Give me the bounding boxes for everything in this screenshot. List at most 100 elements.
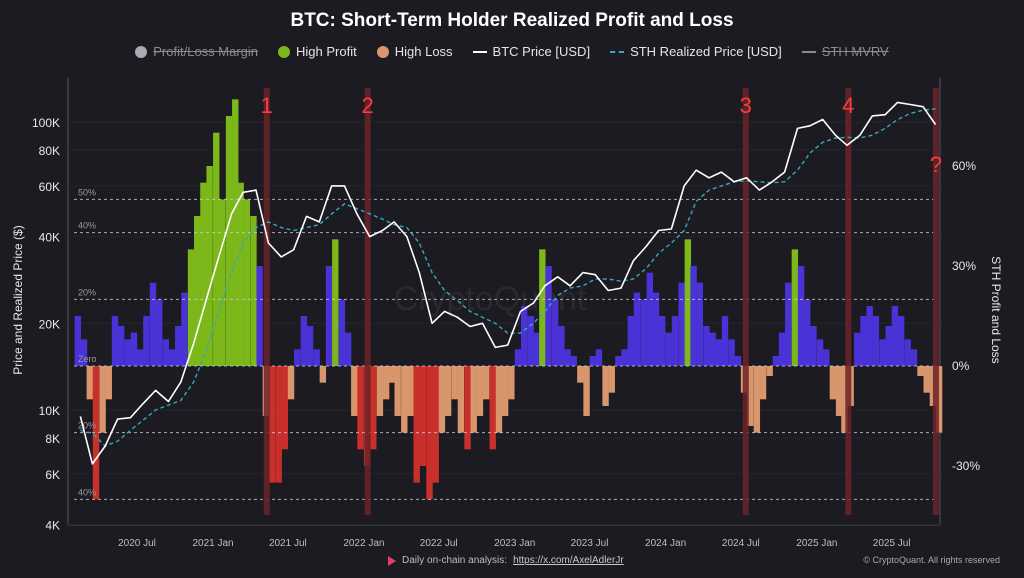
profit-loss-bar — [281, 366, 289, 450]
level-label: 50% — [78, 187, 96, 197]
chart-title: BTC: Short-Term Holder Realized Profit a… — [290, 10, 734, 31]
y-left-tick-label: 4K — [45, 519, 60, 533]
profit-loss-bar — [313, 349, 320, 366]
profit-loss-bar — [457, 366, 465, 433]
y-right-tick-label: 0% — [952, 359, 970, 373]
profit-loss-bar — [181, 292, 188, 366]
profit-loss-bar — [444, 366, 452, 416]
profit-loss-bar — [545, 266, 552, 366]
profit-loss-bar — [766, 366, 773, 376]
legend-item-sth-realized-price-usd[interactable]: STH Realized Price [USD] — [610, 44, 782, 59]
legend-label: STH Realized Price [USD] — [630, 44, 782, 59]
profit-loss-bar — [319, 366, 327, 383]
profit-loss-bar — [168, 349, 176, 366]
btc-price-line — [79, 101, 937, 465]
profit-loss-bar — [860, 316, 867, 366]
profit-loss-bar — [130, 332, 138, 366]
profit-loss-bar — [501, 366, 509, 416]
profit-loss-bars — [74, 99, 943, 500]
profit-loss-bar — [527, 316, 534, 366]
profit-loss-bar — [419, 366, 427, 466]
profit-loss-bar — [885, 326, 892, 366]
profit-loss-bar — [841, 366, 848, 433]
legend-marker — [472, 50, 487, 53]
legend-marker — [376, 45, 389, 58]
profit-loss-bar — [823, 349, 830, 366]
profit-loss-bar — [407, 366, 414, 416]
y-left-tick-label: 100K — [32, 116, 60, 130]
legend-marker — [610, 50, 625, 53]
profit-loss-bar — [539, 249, 546, 366]
profit-loss-bar — [633, 292, 641, 366]
profit-loss-bar — [759, 366, 767, 400]
profit-loss-bar — [508, 366, 515, 400]
profit-loss-bar — [495, 366, 503, 433]
profit-loss-bar — [194, 216, 201, 366]
profit-loss-bar — [923, 366, 930, 393]
profit-loss-bar — [533, 332, 541, 366]
level-label: 20% — [78, 421, 96, 431]
legend-marker — [278, 45, 291, 58]
profit-loss-bar — [464, 366, 471, 450]
profit-loss-bar — [344, 332, 352, 366]
profit-loss-bar — [791, 249, 799, 366]
profit-loss-bar — [646, 272, 653, 366]
profit-loss-bar — [99, 366, 106, 433]
profit-loss-bar — [753, 366, 761, 433]
profit-loss-bar — [268, 366, 276, 483]
profit-loss-bar — [804, 299, 811, 366]
profit-loss-bar — [232, 99, 239, 367]
profit-loss-bar — [595, 349, 603, 366]
profit-loss-bar — [394, 366, 401, 416]
legend-item-sth-mvrv[interactable]: STH MVRV — [801, 44, 889, 59]
x-tick-label: 2024 Jan — [645, 538, 686, 549]
profit-loss-bar — [734, 356, 742, 366]
profit-loss-bar — [432, 366, 439, 483]
analysis-link[interactable]: https://x.com/AxelAdlerJr — [513, 555, 624, 566]
x-tick-label: 2020 Jul — [118, 538, 156, 549]
x-tick-label: 2022 Jan — [343, 538, 384, 549]
y-left-tick-label: 40K — [39, 231, 60, 245]
profit-loss-bar — [608, 366, 615, 393]
profit-loss-bar — [678, 282, 685, 366]
profit-loss-bar — [338, 299, 346, 366]
profit-loss-bar — [520, 306, 528, 366]
profit-loss-bar — [187, 249, 195, 366]
legend-label: STH MVRV — [821, 44, 889, 59]
profit-loss-bar — [111, 316, 119, 366]
profit-loss-bar — [74, 316, 81, 366]
y-left-tick-label: 80K — [39, 144, 60, 158]
y-right-tick-label: 30% — [952, 259, 976, 273]
flag-icon — [388, 555, 396, 566]
profit-loss-bar — [300, 316, 308, 366]
profit-loss-bar — [564, 349, 571, 366]
legend-item-btc-price-usd[interactable]: BTC Price [USD] — [472, 44, 590, 59]
profit-loss-bar — [747, 366, 754, 426]
profit-loss-bar — [225, 116, 233, 367]
profit-loss-bar — [105, 366, 112, 400]
legend-item-high-loss[interactable]: High Loss — [376, 44, 453, 59]
annotation-label: 4 — [842, 93, 854, 118]
analysis-label: Daily on-chain analysis: — [402, 555, 508, 566]
profit-loss-bar — [558, 326, 565, 366]
profit-loss-bar — [910, 349, 918, 366]
profit-loss-bar — [149, 282, 157, 366]
sth-realized-price-line — [80, 108, 936, 447]
profit-loss-bar — [721, 316, 729, 366]
annotation-band — [364, 88, 371, 515]
profit-loss-bar — [891, 306, 899, 366]
legend-item-profit-loss-margin[interactable]: Profit/Loss Margin — [135, 44, 258, 59]
profit-loss-bar — [213, 132, 220, 366]
y-right-tick-label: 60% — [952, 159, 976, 173]
legend-item-high-profit[interactable]: High Profit — [278, 44, 357, 59]
profit-loss-bar — [728, 339, 735, 366]
y-left-axis-title: Price and Realized Price ($) — [11, 225, 25, 374]
profit-loss-bar — [357, 366, 364, 450]
annotation-label: ? — [930, 152, 942, 177]
x-tick-label: 2022 Jul — [420, 538, 458, 549]
level-label: Zero — [78, 354, 97, 364]
profit-loss-bar — [117, 326, 125, 366]
profit-loss-bar — [250, 216, 257, 366]
profit-loss-bar — [370, 366, 377, 450]
profit-loss-bar — [476, 366, 484, 416]
